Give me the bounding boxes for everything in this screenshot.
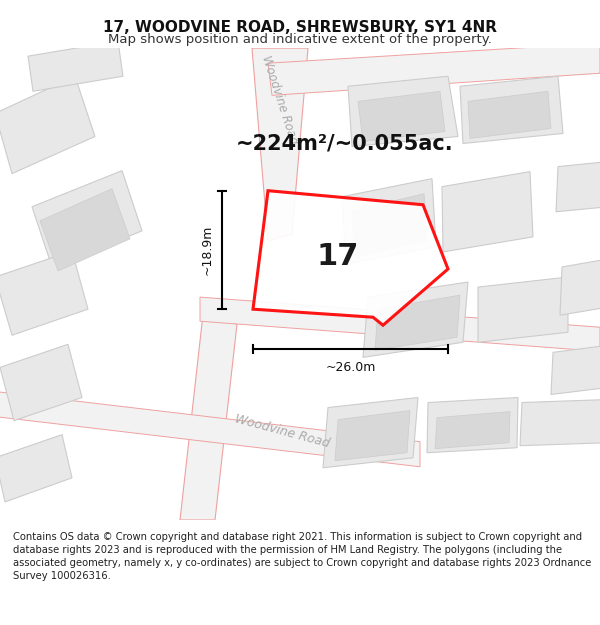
Text: Woodvine Road: Woodvine Road: [260, 54, 301, 146]
Text: 17, WOODVINE ROAD, SHREWSBURY, SY1 4NR: 17, WOODVINE ROAD, SHREWSBURY, SY1 4NR: [103, 20, 497, 35]
Polygon shape: [252, 48, 308, 241]
Polygon shape: [348, 76, 458, 146]
Polygon shape: [323, 398, 418, 468]
Polygon shape: [32, 171, 142, 267]
Text: ~26.0m: ~26.0m: [325, 361, 376, 374]
Polygon shape: [180, 314, 237, 520]
Polygon shape: [460, 76, 563, 144]
Polygon shape: [253, 191, 448, 325]
Polygon shape: [200, 297, 600, 351]
Text: ~18.9m: ~18.9m: [200, 225, 214, 275]
Polygon shape: [478, 277, 568, 342]
Polygon shape: [427, 398, 518, 452]
Polygon shape: [442, 172, 533, 252]
Polygon shape: [342, 179, 436, 264]
Polygon shape: [520, 399, 600, 446]
Polygon shape: [363, 282, 468, 357]
Polygon shape: [335, 411, 410, 461]
Polygon shape: [358, 91, 445, 141]
Polygon shape: [435, 412, 510, 449]
Polygon shape: [375, 295, 460, 351]
Text: ~224m²/~0.055ac.: ~224m²/~0.055ac.: [236, 134, 454, 154]
Polygon shape: [40, 189, 130, 271]
Polygon shape: [0, 76, 95, 174]
Text: 17: 17: [317, 242, 359, 271]
Polygon shape: [268, 43, 600, 95]
Polygon shape: [0, 391, 420, 467]
Polygon shape: [352, 194, 427, 257]
Polygon shape: [560, 259, 600, 315]
Polygon shape: [0, 251, 88, 335]
Text: Contains OS data © Crown copyright and database right 2021. This information is : Contains OS data © Crown copyright and d…: [13, 531, 592, 581]
Text: Woodvine Road: Woodvine Road: [233, 412, 331, 451]
Text: Map shows position and indicative extent of the property.: Map shows position and indicative extent…: [108, 33, 492, 46]
Polygon shape: [0, 344, 82, 421]
Polygon shape: [28, 41, 123, 91]
Polygon shape: [551, 345, 600, 394]
Polygon shape: [468, 91, 551, 139]
Polygon shape: [0, 434, 72, 502]
Polygon shape: [556, 162, 600, 212]
